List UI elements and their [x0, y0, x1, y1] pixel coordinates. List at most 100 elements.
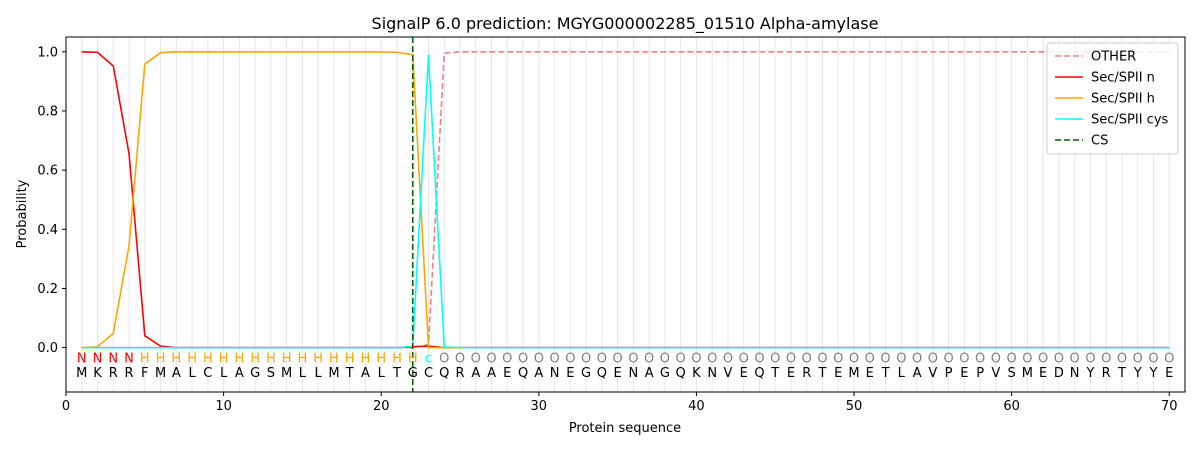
axes-frame [65, 36, 1186, 393]
sequence-letter: D [1054, 366, 1064, 381]
annotation-letter: O [707, 351, 717, 366]
annotation-letter: H [408, 351, 418, 366]
sequence-letter: C [424, 366, 433, 381]
annotation-letter: O [471, 351, 481, 366]
annotation-letter: O [439, 351, 449, 366]
annotation-letter: O [1038, 351, 1048, 366]
series-line [81, 54, 1170, 349]
sequence-letter: T [770, 366, 779, 381]
sequence-letter: N [550, 366, 560, 381]
sequence-letter: E [787, 366, 795, 381]
sequence-letter: N [1070, 366, 1080, 381]
annotation-letter: O [975, 351, 985, 366]
sequence-letter: A [534, 366, 543, 381]
y-tick-label: 1.0 [37, 45, 58, 60]
annotation-letter: O [928, 351, 938, 366]
x-tick-label: 40 [688, 399, 705, 414]
legend-label: OTHER [1091, 50, 1136, 65]
annotation-letter: O [943, 351, 953, 366]
annotation-letter: O [802, 351, 812, 366]
sequence-letter: Y [1149, 366, 1158, 381]
sequence-annotations: NMNKNRNRHFHMHAHLHCHLHAHGHSHMHLHLHMHTHAHL… [76, 351, 1174, 381]
x-axis-ticks: 0 10 20 30 40 50 60 70 [62, 392, 1178, 414]
sequence-letter: M [328, 366, 339, 381]
annotation-letter: O [912, 351, 922, 366]
annotation-letter: O [628, 351, 638, 366]
annotation-letter: O [502, 351, 512, 366]
chart-title: SignalP 6.0 prediction: MGYG000002285_01… [372, 14, 879, 34]
sequence-letter: G [660, 366, 670, 381]
sequence-letter: E [866, 366, 874, 381]
sequence-letter: E [503, 366, 511, 381]
sequence-letter: A [235, 366, 244, 381]
annotation-letter: N [93, 351, 103, 366]
sequence-letter: A [487, 366, 496, 381]
sequence-letter: R [455, 366, 464, 381]
sequence-letter: E [960, 366, 968, 381]
sequence-letter: E [834, 366, 842, 381]
sequence-letter: T [881, 366, 890, 381]
sequence-letter: L [378, 366, 386, 381]
y-tick-label: 0.8 [37, 104, 58, 119]
annotation-letter: H [203, 351, 213, 366]
legend-label: CS [1091, 134, 1108, 149]
annotation-letter: O [849, 351, 859, 366]
sequence-letter: M [848, 366, 859, 381]
sequence-letter: A [361, 366, 370, 381]
sequence-letter: L [898, 366, 906, 381]
sequence-letter: E [1039, 366, 1047, 381]
sequence-letter: Q [518, 366, 528, 381]
legend-label: Sec/SPII h [1091, 92, 1155, 107]
annotation-letter: O [534, 351, 544, 366]
sequence-letter: R [1102, 366, 1111, 381]
x-tick-label: 10 [215, 399, 232, 414]
annotation-letter: N [77, 351, 87, 366]
y-tick-label: 0.4 [37, 223, 58, 238]
sequence-letter: Q [754, 366, 764, 381]
annotation-letter: O [644, 351, 654, 366]
sequence-letter: P [976, 366, 984, 381]
annotation-letter: O [1101, 351, 1111, 366]
sequence-letter: N [707, 366, 717, 381]
annotation-letter: O [1148, 351, 1158, 366]
y-axis-label: Probability [15, 179, 30, 248]
sequence-letter: L [299, 366, 307, 381]
legend-box [1046, 42, 1179, 155]
annotation-letter: H [345, 351, 355, 366]
sequence-letter: Q [439, 366, 449, 381]
annotation-letter: H [376, 351, 386, 366]
sequence-letter: M [76, 366, 87, 381]
annotation-letter: O [1007, 351, 1017, 366]
sequence-letter: M [1022, 366, 1033, 381]
annotation-letter: O [486, 351, 496, 366]
annotation-letter: O [833, 351, 843, 366]
sequence-letter: K [93, 366, 102, 381]
annotation-letter: O [723, 351, 733, 366]
sequence-letter: T [1117, 366, 1126, 381]
x-tick-label: 50 [846, 399, 863, 414]
annotation-letter: H [282, 351, 292, 366]
x-tick-label: 0 [62, 399, 70, 414]
annotation-letter: H [329, 351, 339, 366]
sequence-letter: E [1165, 366, 1173, 381]
annotation-letter: O [660, 351, 670, 366]
annotation-letter: H [250, 351, 260, 366]
sequence-letter: G [250, 366, 260, 381]
annotation-letter: H [171, 351, 181, 366]
sequence-letter: A [172, 366, 181, 381]
annotation-letter: H [361, 351, 371, 366]
annotation-letter: O [691, 351, 701, 366]
y-tick-label: 0.0 [37, 341, 58, 356]
annotation-letter: c [425, 351, 432, 366]
x-tick-label: 20 [373, 399, 390, 414]
legend: OTHER Sec/SPII n Sec/SPII h Sec/SPII cys CS [1046, 42, 1179, 155]
annotation-letter: N [124, 351, 134, 366]
sequence-letter: C [203, 366, 212, 381]
y-tick-label: 0.6 [37, 164, 58, 179]
annotation-letter: O [1085, 351, 1095, 366]
sequence-letter: V [723, 366, 732, 381]
annotation-letter: O [817, 351, 827, 366]
y-tick-label: 0.2 [37, 282, 58, 297]
